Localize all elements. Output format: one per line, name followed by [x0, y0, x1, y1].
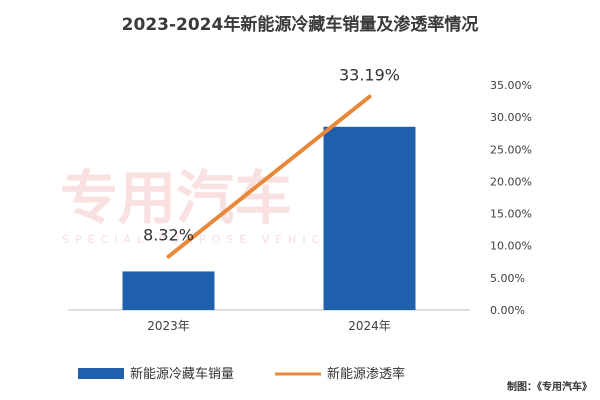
data-label: 33.19%	[339, 66, 400, 85]
bar-0	[122, 271, 215, 310]
legend-bar-swatch	[78, 368, 124, 379]
data-label: 8.32%	[143, 226, 194, 245]
y2-tick-label: 30.00%	[490, 111, 532, 124]
x-tick-label: 2023年	[147, 319, 190, 333]
y2-tick-label: 15.00%	[490, 208, 532, 221]
watermark: 专用汽车 SPECIAL PURPOSE VEHICLE	[60, 164, 350, 246]
y2-tick-label: 0.00%	[490, 304, 525, 317]
x-tick-label: 2024年	[348, 319, 391, 333]
y2-tick-label: 35.00%	[490, 79, 532, 92]
y2-tick-label: 25.00%	[490, 143, 532, 156]
watermark-subtext: SPECIAL PURPOSE VEHICLE	[62, 233, 350, 246]
y2-tick-label: 5.00%	[490, 272, 525, 285]
y2-tick-label: 10.00%	[490, 240, 532, 253]
legend-bar-label: 新能源冷藏车销量	[130, 366, 234, 382]
watermark-text: 专用汽车	[60, 164, 292, 232]
legend-line-label: 新能源渗透率	[327, 366, 405, 382]
bar-1	[323, 126, 416, 311]
source-credit: 制图：《专用汽车》	[507, 380, 592, 393]
line-penetration-rate	[166, 94, 372, 259]
chart-title: 2023-2024年新能源冷藏车销量及渗透率情况	[122, 14, 479, 35]
plot-area: 0.00% 5.00% 10.00% 15.00% 20.00% 25.00% 30.00%…	[68, 66, 532, 333]
y2-tick-label: 20.00%	[490, 175, 532, 188]
legend: 新能源冷藏车销量 新能源渗透率	[78, 366, 405, 382]
